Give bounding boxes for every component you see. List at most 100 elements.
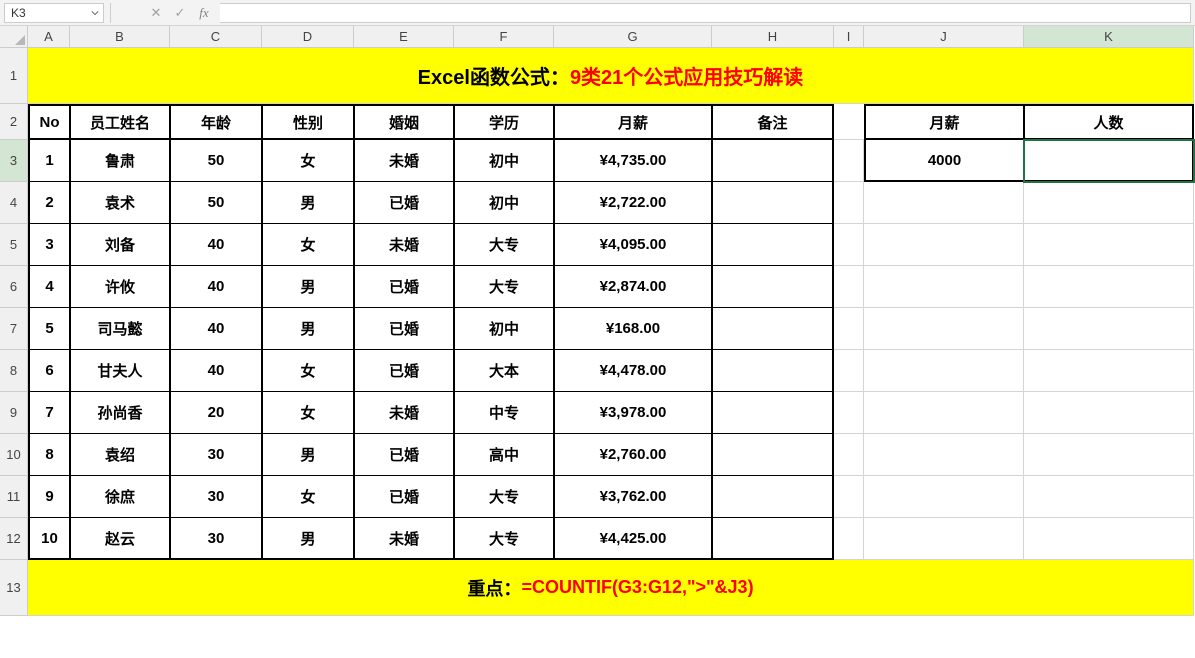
row-header-8[interactable]: 8 bbox=[0, 350, 28, 392]
cell-A8[interactable]: 6 bbox=[28, 350, 70, 392]
cell-C8[interactable]: 40 bbox=[170, 350, 262, 392]
row-header-2[interactable]: 2 bbox=[0, 104, 28, 140]
cell-E11[interactable]: 已婚 bbox=[354, 476, 454, 518]
cell-H11[interactable] bbox=[712, 476, 834, 518]
cancel-icon[interactable]: ✕ bbox=[148, 5, 164, 21]
header-j[interactable]: 月薪 bbox=[864, 104, 1024, 140]
cell-K3[interactable] bbox=[1024, 140, 1194, 182]
cell-D7[interactable]: 男 bbox=[262, 308, 354, 350]
cell-H10[interactable] bbox=[712, 434, 834, 476]
row-header-1[interactable]: 1 bbox=[0, 48, 28, 104]
cell-J11[interactable] bbox=[864, 476, 1024, 518]
row-header-13[interactable]: 13 bbox=[0, 560, 28, 616]
cell-D6[interactable]: 男 bbox=[262, 266, 354, 308]
cell-K9[interactable] bbox=[1024, 392, 1194, 434]
row-header-10[interactable]: 10 bbox=[0, 434, 28, 476]
cell-E10[interactable]: 已婚 bbox=[354, 434, 454, 476]
cell-B4[interactable]: 袁术 bbox=[70, 182, 170, 224]
cell-H8[interactable] bbox=[712, 350, 834, 392]
cell-J8[interactable] bbox=[864, 350, 1024, 392]
cell-F11[interactable]: 大专 bbox=[454, 476, 554, 518]
title-merged-cell[interactable]: Excel函数公式：9类21个公式应用技巧解读 bbox=[28, 48, 1194, 104]
column-header-A[interactable]: A bbox=[28, 26, 70, 48]
cell-D3[interactable]: 女 bbox=[262, 140, 354, 182]
header-education[interactable]: 学历 bbox=[454, 104, 554, 140]
name-box[interactable]: K3 bbox=[4, 3, 104, 23]
cell-H4[interactable] bbox=[712, 182, 834, 224]
cell-F4[interactable]: 初中 bbox=[454, 182, 554, 224]
row-header-11[interactable]: 11 bbox=[0, 476, 28, 518]
fx-icon[interactable]: fx bbox=[196, 5, 212, 21]
cell-E4[interactable]: 已婚 bbox=[354, 182, 454, 224]
confirm-icon[interactable]: ✓ bbox=[172, 5, 188, 21]
cell-J10[interactable] bbox=[864, 434, 1024, 476]
cell-F9[interactable]: 中专 bbox=[454, 392, 554, 434]
cell-I8[interactable] bbox=[834, 350, 864, 392]
row-header-9[interactable]: 9 bbox=[0, 392, 28, 434]
header-gender[interactable]: 性别 bbox=[262, 104, 354, 140]
column-header-D[interactable]: D bbox=[262, 26, 354, 48]
cell-D11[interactable]: 女 bbox=[262, 476, 354, 518]
cell-F3[interactable]: 初中 bbox=[454, 140, 554, 182]
cell-C12[interactable]: 30 bbox=[170, 518, 262, 560]
header-name[interactable]: 员工姓名 bbox=[70, 104, 170, 140]
cell-K12[interactable] bbox=[1024, 518, 1194, 560]
cell-H9[interactable] bbox=[712, 392, 834, 434]
cell-D5[interactable]: 女 bbox=[262, 224, 354, 266]
cell-K11[interactable] bbox=[1024, 476, 1194, 518]
cell-A9[interactable]: 7 bbox=[28, 392, 70, 434]
cell-I12[interactable] bbox=[834, 518, 864, 560]
cell-A7[interactable]: 5 bbox=[28, 308, 70, 350]
cell-B11[interactable]: 徐庶 bbox=[70, 476, 170, 518]
cell-G7[interactable]: ¥168.00 bbox=[554, 308, 712, 350]
column-header-I[interactable]: I bbox=[834, 26, 864, 48]
cell-C7[interactable]: 40 bbox=[170, 308, 262, 350]
header-salary[interactable]: 月薪 bbox=[554, 104, 712, 140]
cell-G9[interactable]: ¥3,978.00 bbox=[554, 392, 712, 434]
cell-C11[interactable]: 30 bbox=[170, 476, 262, 518]
cell-A3[interactable]: 1 bbox=[28, 140, 70, 182]
cell-E9[interactable]: 未婚 bbox=[354, 392, 454, 434]
cell-J12[interactable] bbox=[864, 518, 1024, 560]
cell-K7[interactable] bbox=[1024, 308, 1194, 350]
cell-H7[interactable] bbox=[712, 308, 834, 350]
cell-F8[interactable]: 大本 bbox=[454, 350, 554, 392]
cell-E7[interactable]: 已婚 bbox=[354, 308, 454, 350]
cell-K6[interactable] bbox=[1024, 266, 1194, 308]
cell-F6[interactable]: 大专 bbox=[454, 266, 554, 308]
header-marriage[interactable]: 婚姻 bbox=[354, 104, 454, 140]
column-header-J[interactable]: J bbox=[864, 26, 1024, 48]
cell-D12[interactable]: 男 bbox=[262, 518, 354, 560]
cell-J9[interactable] bbox=[864, 392, 1024, 434]
cell-J3[interactable]: 4000 bbox=[864, 140, 1024, 182]
column-header-G[interactable]: G bbox=[554, 26, 712, 48]
cell-E6[interactable]: 已婚 bbox=[354, 266, 454, 308]
row-header-6[interactable]: 6 bbox=[0, 266, 28, 308]
cell-C6[interactable]: 40 bbox=[170, 266, 262, 308]
cell-I3[interactable] bbox=[834, 140, 864, 182]
cell-C4[interactable]: 50 bbox=[170, 182, 262, 224]
row-header-7[interactable]: 7 bbox=[0, 308, 28, 350]
cell-F10[interactable]: 高中 bbox=[454, 434, 554, 476]
cell-C3[interactable]: 50 bbox=[170, 140, 262, 182]
cell-A11[interactable]: 9 bbox=[28, 476, 70, 518]
cell-D8[interactable]: 女 bbox=[262, 350, 354, 392]
cell-F7[interactable]: 初中 bbox=[454, 308, 554, 350]
cell-G10[interactable]: ¥2,760.00 bbox=[554, 434, 712, 476]
cell-A4[interactable]: 2 bbox=[28, 182, 70, 224]
column-header-F[interactable]: F bbox=[454, 26, 554, 48]
cell-G3[interactable]: ¥4,735.00 bbox=[554, 140, 712, 182]
cell-E5[interactable]: 未婚 bbox=[354, 224, 454, 266]
cell-A6[interactable]: 4 bbox=[28, 266, 70, 308]
cell-E8[interactable]: 已婚 bbox=[354, 350, 454, 392]
cell-B8[interactable]: 甘夫人 bbox=[70, 350, 170, 392]
cell-H3[interactable] bbox=[712, 140, 834, 182]
cell-F12[interactable]: 大专 bbox=[454, 518, 554, 560]
cell-G5[interactable]: ¥4,095.00 bbox=[554, 224, 712, 266]
column-header-B[interactable]: B bbox=[70, 26, 170, 48]
cell-F5[interactable]: 大专 bbox=[454, 224, 554, 266]
cell-I7[interactable] bbox=[834, 308, 864, 350]
cell-K4[interactable] bbox=[1024, 182, 1194, 224]
column-header-K[interactable]: K bbox=[1024, 26, 1194, 48]
cell-C9[interactable]: 20 bbox=[170, 392, 262, 434]
